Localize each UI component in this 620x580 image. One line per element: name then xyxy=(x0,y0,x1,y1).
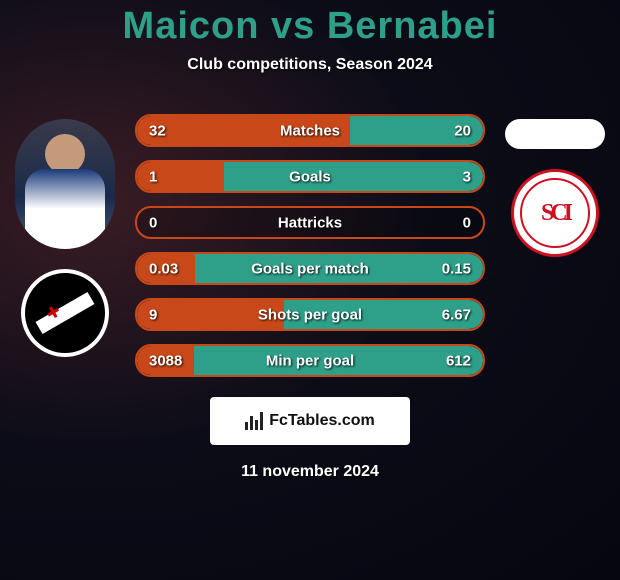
footer-date: 11 november 2024 xyxy=(0,463,620,481)
stat-label: Goals xyxy=(289,168,331,185)
club-badge-right: SCI xyxy=(511,169,599,257)
page-title: Maicon vs Bernabei xyxy=(0,5,620,48)
stat-value-left: 1 xyxy=(149,168,157,185)
stat-value-right: 612 xyxy=(446,352,471,369)
stat-value-left: 32 xyxy=(149,122,166,139)
stat-label: Shots per goal xyxy=(258,306,362,323)
player-right-placeholder xyxy=(505,119,605,149)
stat-label: Goals per match xyxy=(251,260,369,277)
stat-label: Matches xyxy=(280,122,340,139)
stat-label: Min per goal xyxy=(266,352,354,369)
stat-bar: 9 6.67 Shots per goal xyxy=(135,298,485,331)
stat-value-left: 0 xyxy=(149,214,157,231)
left-column xyxy=(10,114,120,357)
footer-site-text: FcTables.com xyxy=(269,412,375,430)
stat-value-right: 20 xyxy=(454,122,471,139)
right-column: SCI xyxy=(500,114,610,257)
stat-fill-right xyxy=(224,162,484,191)
player-left-photo xyxy=(15,119,115,249)
main-row: 32 20 Matches 1 3 Goals 0 0 Hattricks 0.03 0.15 Goa… xyxy=(0,114,620,377)
content-wrapper: Maicon vs Bernabei Club competitions, Se… xyxy=(0,0,620,580)
stat-bar: 0.03 0.15 Goals per match xyxy=(135,252,485,285)
stat-value-right: 3 xyxy=(463,168,471,185)
stat-value-left: 0.03 xyxy=(149,260,178,277)
stat-value-right: 6.67 xyxy=(442,306,471,323)
stat-value-right: 0 xyxy=(463,214,471,231)
stat-bar: 3088 612 Min per goal xyxy=(135,344,485,377)
footer-site-badge: FcTables.com xyxy=(210,397,410,445)
stat-value-left: 3088 xyxy=(149,352,182,369)
stat-label: Hattricks xyxy=(278,214,342,231)
page-subtitle: Club competitions, Season 2024 xyxy=(0,56,620,74)
stat-bar: 32 20 Matches xyxy=(135,114,485,147)
stat-bar: 0 0 Hattricks xyxy=(135,206,485,239)
stat-bar: 1 3 Goals xyxy=(135,160,485,193)
club-badge-left xyxy=(21,269,109,357)
stat-value-left: 9 xyxy=(149,306,157,323)
club-badge-right-monogram: SCI xyxy=(541,200,569,227)
club-badge-right-ring: SCI xyxy=(520,178,590,248)
stat-value-right: 0.15 xyxy=(442,260,471,277)
chart-icon xyxy=(245,412,263,430)
stats-column: 32 20 Matches 1 3 Goals 0 0 Hattricks 0.03 0.15 Goa… xyxy=(135,114,485,377)
